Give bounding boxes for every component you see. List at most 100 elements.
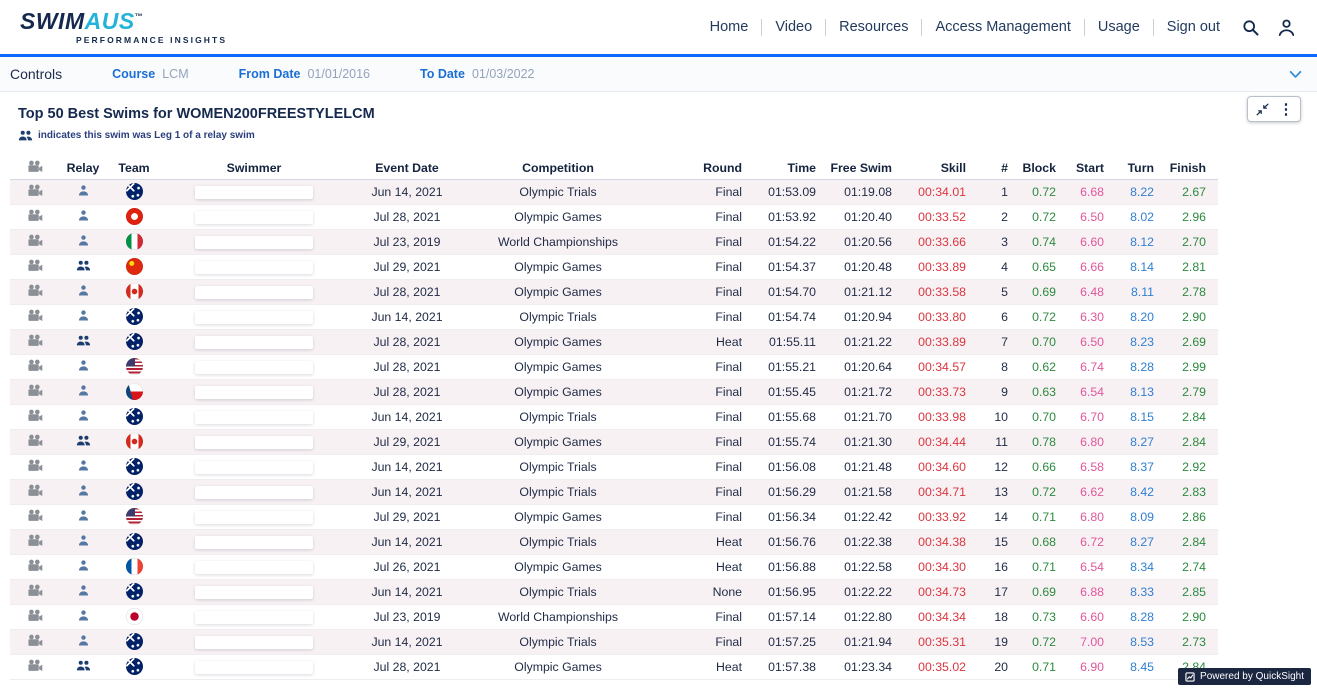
video-camera-icon[interactable] bbox=[27, 284, 43, 297]
nav-item-usage[interactable]: Usage bbox=[1097, 19, 1140, 35]
round-cell: Final bbox=[715, 409, 742, 424]
visual-options-button[interactable]: ⋮ bbox=[1274, 97, 1298, 121]
col-header-block[interactable]: Block bbox=[1022, 161, 1057, 176]
table-row[interactable]: Jul 26, 2021 Olympic Games Heat 01:56.88… bbox=[10, 554, 1218, 579]
nav-item-resources[interactable]: Resources bbox=[839, 19, 909, 35]
brand-name-primary: SWIM bbox=[20, 7, 85, 34]
nav-item-access-management[interactable]: Access Management bbox=[935, 19, 1071, 35]
col-header-time[interactable]: Time bbox=[787, 161, 816, 176]
time-cell: 01:55.45 bbox=[768, 384, 816, 399]
table-row[interactable]: Jun 14, 2021 Olympic Trials Final 01:57.… bbox=[10, 629, 1218, 654]
col-header-skill[interactable]: Skill bbox=[940, 161, 966, 176]
table-row[interactable]: Jul 28, 2021 Olympic Games Final 01:55.2… bbox=[10, 354, 1218, 379]
control-course[interactable]: Course LCM bbox=[112, 67, 188, 81]
round-cell: Final bbox=[715, 484, 742, 499]
table-row[interactable]: Jul 28, 2021 Olympic Games Final 01:53.9… bbox=[10, 204, 1218, 229]
table-row[interactable]: Jul 28, 2021 Olympic Games Final 01:55.4… bbox=[10, 379, 1218, 404]
table-row[interactable]: Jul 23, 2019 World Championships Final 0… bbox=[10, 229, 1218, 254]
event-date-cell: Jul 28, 2021 bbox=[373, 659, 441, 674]
video-camera-icon[interactable] bbox=[27, 309, 43, 322]
col-header-turn[interactable]: Turn bbox=[1127, 161, 1154, 176]
video-camera-icon[interactable] bbox=[27, 359, 43, 372]
event-date-cell: Jul 28, 2021 bbox=[373, 209, 441, 224]
video-camera-icon[interactable] bbox=[27, 234, 43, 247]
video-camera-icon[interactable] bbox=[27, 184, 43, 197]
table-row[interactable]: Jul 28, 2021 Olympic Games Heat 01:57.38… bbox=[10, 654, 1218, 679]
relay-leg1-icon bbox=[76, 259, 91, 272]
table-row[interactable]: Jun 14, 2021 Olympic Trials Final 01:54.… bbox=[10, 304, 1218, 329]
table-row[interactable]: Jun 14, 2021 Olympic Trials Final 01:56.… bbox=[10, 454, 1218, 479]
col-header-free-swim[interactable]: Free Swim bbox=[830, 161, 892, 176]
video-camera-icon[interactable] bbox=[27, 509, 43, 522]
video-camera-icon[interactable] bbox=[27, 559, 43, 572]
nav-item-home[interactable]: Home bbox=[709, 19, 749, 35]
table-row[interactable]: Jun 14, 2021 Olympic Trials None 01:56.9… bbox=[10, 579, 1218, 604]
video-camera-icon[interactable] bbox=[27, 659, 43, 672]
brand-logo[interactable]: SWIMAUS™ PERFORMANCE INSIGHTS bbox=[20, 9, 227, 45]
col-header-event-date[interactable]: Event Date bbox=[375, 161, 439, 176]
video-camera-icon[interactable] bbox=[27, 609, 43, 622]
video-camera-icon[interactable] bbox=[27, 434, 43, 447]
col-header-relay[interactable]: Relay bbox=[66, 161, 100, 176]
time-cell: 01:55.11 bbox=[769, 334, 816, 349]
finish-cell: 2.99 bbox=[1182, 359, 1206, 374]
video-camera-icon[interactable] bbox=[27, 484, 43, 497]
start-cell: 6.70 bbox=[1080, 409, 1104, 424]
video-camera-icon[interactable] bbox=[27, 259, 43, 272]
table-row[interactable]: Jun 14, 2021 Olympic Trials Heat 01:56.7… bbox=[10, 529, 1218, 554]
free-swim-cell: 01:22.22 bbox=[844, 584, 892, 599]
table-row[interactable]: Jun 14, 2021 Olympic Trials Final 01:56.… bbox=[10, 479, 1218, 504]
powered-by-quicksight-badge[interactable]: Powered by QuickSight bbox=[1178, 668, 1311, 685]
video-camera-icon[interactable] bbox=[27, 634, 43, 647]
visual-menu: ⋮ bbox=[1247, 96, 1301, 122]
table-row[interactable]: Jun 14, 2021 Olympic Trials Final 01:53.… bbox=[10, 179, 1218, 204]
video-camera-icon[interactable] bbox=[27, 384, 43, 397]
competition-cell: Olympic Trials bbox=[519, 534, 597, 549]
nav-item-sign-out[interactable]: Sign out bbox=[1166, 19, 1220, 35]
nav-item-video[interactable]: Video bbox=[775, 19, 813, 35]
turn-cell: 8.23 bbox=[1130, 334, 1154, 349]
turn-cell: 8.13 bbox=[1130, 384, 1154, 399]
col-header-competition[interactable]: Competition bbox=[522, 161, 594, 176]
time-cell: 01:56.95 bbox=[768, 584, 816, 599]
video-camera-icon[interactable] bbox=[27, 534, 43, 547]
block-cell: 0.74 bbox=[1032, 234, 1056, 249]
rank-cell: 19 bbox=[994, 634, 1008, 649]
table-row[interactable]: Jul 23, 2019 World Championships Final 0… bbox=[10, 604, 1218, 629]
user-account-button[interactable] bbox=[1268, 18, 1305, 37]
col-header-swimmer[interactable]: Swimmer bbox=[226, 161, 282, 176]
competition-cell: Olympic Games bbox=[514, 284, 602, 299]
maximize-visual-button[interactable] bbox=[1250, 97, 1274, 121]
quicksight-badge-label: Powered by QuickSight bbox=[1200, 671, 1304, 682]
table-row[interactable]: Jul 28, 2021 Olympic Games Heat 01:55.11… bbox=[10, 329, 1218, 354]
table-row[interactable]: Jun 14, 2021 Olympic Trials Final 01:55.… bbox=[10, 404, 1218, 429]
controls-collapse-button[interactable] bbox=[1288, 67, 1303, 82]
control-to-date[interactable]: To Date 01/03/2022 bbox=[420, 67, 534, 81]
flag-chn-icon bbox=[125, 258, 143, 275]
video-camera-icon[interactable] bbox=[27, 209, 43, 222]
event-date-cell: Jun 14, 2021 bbox=[371, 459, 443, 474]
video-camera-icon[interactable] bbox=[27, 459, 43, 472]
event-date-cell: Jul 28, 2021 bbox=[373, 284, 441, 299]
rank-cell: 13 bbox=[994, 484, 1008, 499]
control-from-date[interactable]: From Date 01/01/2016 bbox=[239, 67, 370, 81]
table-row[interactable]: Jul 29, 2021 Olympic Games Final 01:56.3… bbox=[10, 504, 1218, 529]
brand-wordmark: SWIMAUS™ bbox=[20, 9, 227, 33]
col-header-rank[interactable]: # bbox=[1001, 161, 1008, 176]
video-camera-icon[interactable] bbox=[27, 584, 43, 597]
search-button[interactable] bbox=[1233, 19, 1268, 36]
col-header-round[interactable]: Round bbox=[703, 161, 742, 176]
col-header-finish[interactable]: Finish bbox=[1169, 161, 1206, 176]
round-cell: Heat bbox=[716, 534, 742, 549]
video-camera-icon[interactable] bbox=[27, 409, 43, 422]
competition-cell: Olympic Trials bbox=[519, 634, 597, 649]
table-row[interactable]: Jul 28, 2021 Olympic Games Final 01:54.7… bbox=[10, 279, 1218, 304]
round-cell: Final bbox=[715, 509, 742, 524]
table-row[interactable]: Jul 29, 2021 Olympic Games Final 01:54.3… bbox=[10, 254, 1218, 279]
table-row[interactable]: Jul 29, 2021 Olympic Games Final 01:55.7… bbox=[10, 429, 1218, 454]
col-header-team[interactable]: Team bbox=[118, 161, 150, 176]
video-camera-icon[interactable] bbox=[27, 334, 43, 347]
free-swim-cell: 01:20.94 bbox=[844, 309, 892, 324]
individual-swim-icon bbox=[76, 184, 91, 197]
col-header-start[interactable]: Start bbox=[1075, 161, 1104, 176]
